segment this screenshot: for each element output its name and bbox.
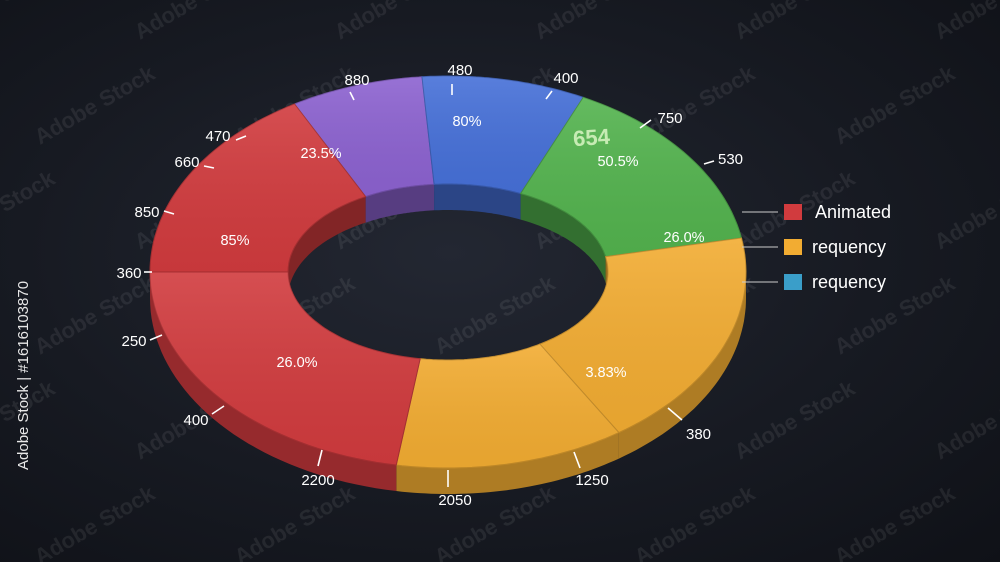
segment-inner-wall xyxy=(520,193,606,283)
value-tick xyxy=(203,165,215,169)
watermark-text: Adobe Stock xyxy=(130,0,260,44)
legend-label: Animated xyxy=(815,202,891,222)
segment-highlight xyxy=(422,76,584,194)
watermark-text: Adobe Stock xyxy=(830,480,960,562)
segment-outer-wall xyxy=(618,272,746,459)
segment-inner-wall xyxy=(288,196,366,298)
watermark-text: Adobe Stock xyxy=(230,480,360,562)
watermark-text: Adobe Stock xyxy=(830,60,960,149)
watermark-text: Adobe Stock xyxy=(30,60,160,149)
value-tick xyxy=(545,90,553,100)
value-label: 400 xyxy=(553,70,578,87)
value-tick xyxy=(235,135,247,141)
slice-label: 3.83% xyxy=(585,365,626,381)
value-label: 2050 xyxy=(438,492,471,509)
slice-label: 50.5% xyxy=(597,154,638,170)
value-label: 880 xyxy=(344,72,369,89)
slice-label: 23.5% xyxy=(300,146,341,162)
value-label: 380 xyxy=(686,426,711,443)
watermark-text: Adobe Stock xyxy=(930,165,1000,254)
legend-swatch xyxy=(784,239,802,255)
segment-highlight xyxy=(150,104,366,272)
value-label: 530 xyxy=(718,151,743,168)
chart-layer: 480 400 750 530 380 1250 2050 2200 400 250 360 850 6… xyxy=(116,62,747,509)
value-label: 400 xyxy=(183,412,208,429)
legend: Animated requency requency xyxy=(742,202,891,292)
watermark-text: Adobe Stock xyxy=(930,0,1000,44)
segment-inner-wall xyxy=(434,184,521,220)
segment-inner-wall xyxy=(365,184,435,223)
segment-outer-wall xyxy=(396,432,619,494)
value-tick xyxy=(317,449,323,467)
segment-highlight xyxy=(539,238,746,433)
value-tick xyxy=(149,334,163,341)
watermark-text: Adobe Stock xyxy=(530,0,660,44)
slice-label: 26.0% xyxy=(276,355,317,371)
slice-label: 85% xyxy=(220,233,249,249)
watermark-text: Adobe Stock xyxy=(330,0,460,44)
segment-highlight xyxy=(396,344,619,468)
side-watermark-text: Adobe Stock | #1616103870 xyxy=(15,281,32,470)
slice-label: 80% xyxy=(452,114,481,130)
value-label: 480 xyxy=(447,62,472,79)
segment-outer-wall xyxy=(150,272,397,491)
legend-swatch xyxy=(784,274,802,290)
watermark-text: Adobe Stock xyxy=(30,480,160,562)
value-label: 360 xyxy=(116,265,141,282)
value-tick xyxy=(211,405,225,415)
slice-label: 26.0% xyxy=(663,230,704,246)
value-tick xyxy=(703,160,715,165)
watermark-text: Adobe Stock xyxy=(730,0,860,44)
value-tick xyxy=(639,119,652,129)
watermark-text: Adobe Stock xyxy=(0,165,60,254)
value-tick xyxy=(573,451,581,469)
value-label: 660 xyxy=(174,154,199,171)
value-label: 750 xyxy=(657,110,682,127)
value-label: 470 xyxy=(205,128,230,145)
legend-label: requency xyxy=(812,272,886,292)
value-tick xyxy=(163,210,175,215)
segment-highlight xyxy=(150,272,421,465)
value-label: 850 xyxy=(134,204,159,221)
value-tick xyxy=(349,91,355,101)
slice-labels: 23.5% 80% 50.5% 26.0% 3.83% 26.0% 85% xyxy=(220,114,704,381)
donut-side-walls xyxy=(150,184,746,494)
watermark-text: Adobe Stock xyxy=(930,375,1000,464)
value-tick xyxy=(667,407,683,421)
segment-highlight xyxy=(294,76,435,197)
watermark-text: Adobe Stock xyxy=(630,480,760,562)
value-label: 250 xyxy=(121,333,146,350)
segment-highlight xyxy=(520,97,742,257)
value-label: 1250 xyxy=(575,472,608,489)
legend-label: requency xyxy=(812,237,886,257)
watermark-text: Adobe Stock xyxy=(730,375,860,464)
value-label: 2200 xyxy=(301,472,334,489)
legend-swatch xyxy=(784,204,802,220)
donut-top-faces xyxy=(149,75,747,469)
outer-value-ticks: 480 400 750 530 380 1250 2050 2200 400 250 360 850 6… xyxy=(116,62,743,509)
watermark-text: Adobe Stock xyxy=(0,0,60,44)
chart-annotation: 654 xyxy=(572,124,611,152)
